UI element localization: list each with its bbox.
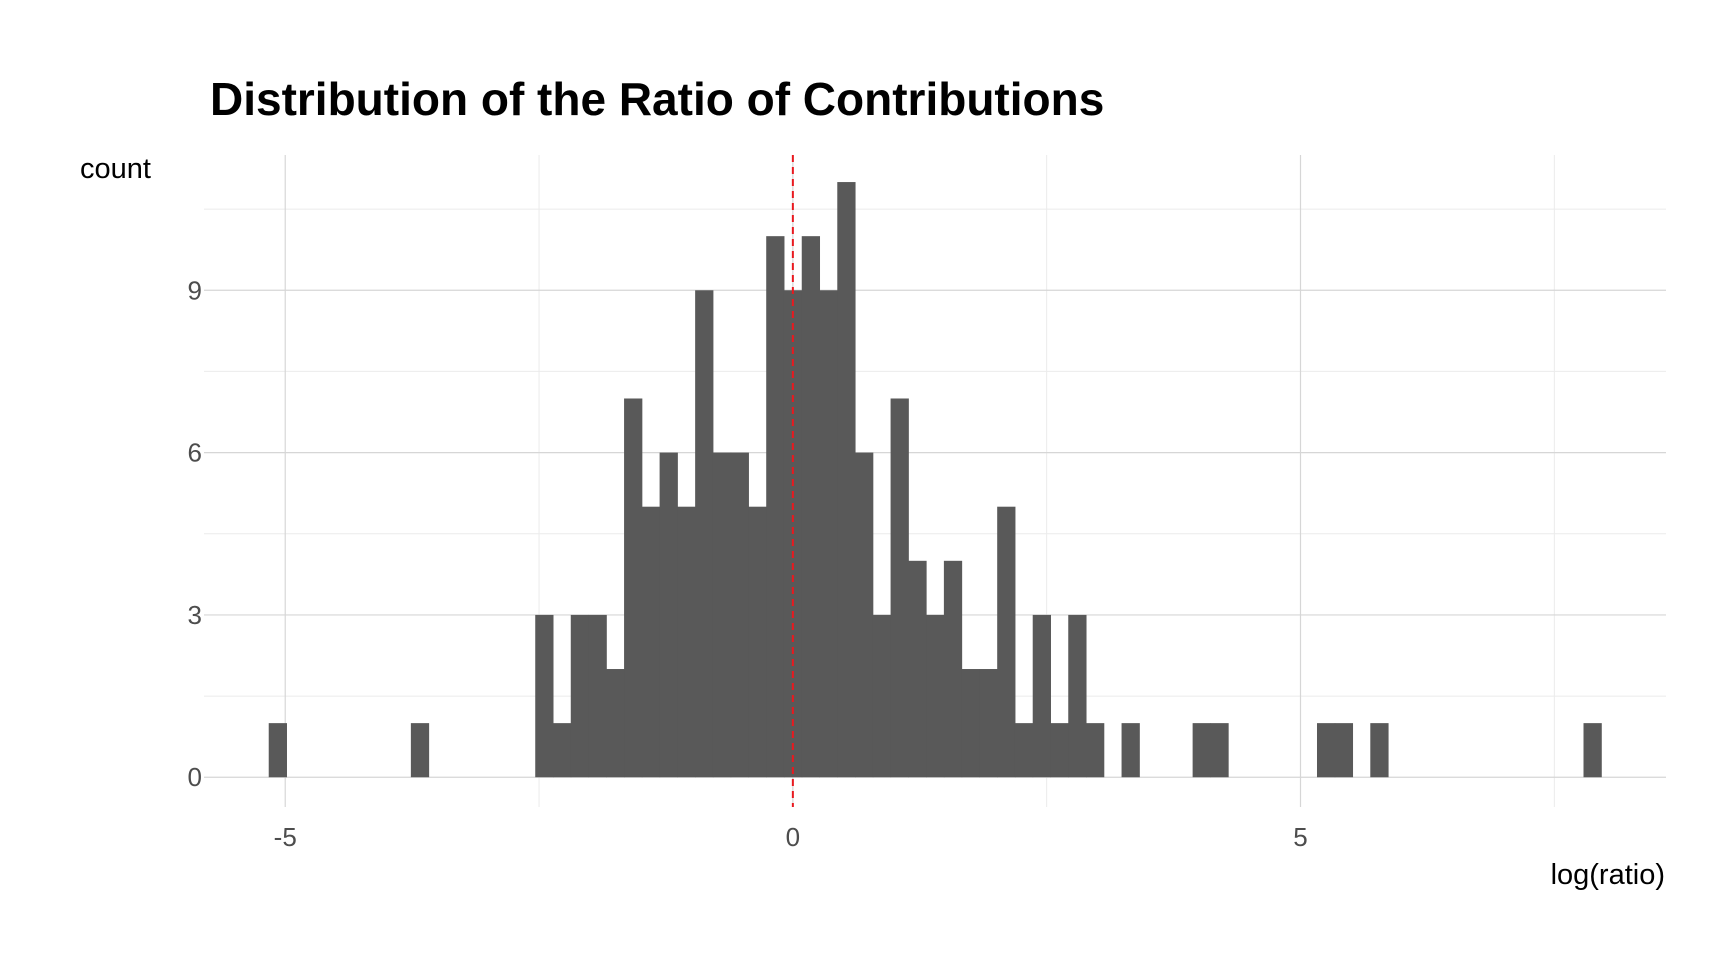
y-tick-label: 9 [188,275,202,305]
histogram-bar [748,506,767,778]
x-tick-label: 5 [1293,822,1307,852]
histogram-bar [712,452,732,778]
histogram-bar [979,669,998,778]
histogram-bar [908,560,927,778]
histogram-bar [943,560,963,778]
histogram-bar [766,236,785,778]
histogram-bar [695,290,714,778]
x-tick-label: 0 [786,822,800,852]
histogram-bar [1086,723,1105,778]
x-tick-label: -5 [274,822,297,852]
histogram-bar [1014,723,1034,778]
x-tick-labels: -5 0 5 [274,822,1308,852]
histogram-bar [606,669,625,778]
histogram-bar [1583,723,1602,778]
histogram-bar [837,182,856,778]
histogram-bar [801,236,821,778]
chart-title: Distribution of the Ratio of Contributio… [210,73,1105,125]
histogram-bar [535,614,554,778]
histogram-bar [1032,614,1051,778]
histogram-bars [268,182,1602,778]
y-axis-label: count [80,153,151,185]
histogram-bar [1192,723,1211,778]
histogram-bar [1068,614,1087,778]
y-tick-label: 0 [188,762,202,792]
histogram-bar [872,614,892,778]
x-axis-label: log(ratio) [1551,859,1665,891]
y-tick-label: 6 [188,438,202,468]
histogram-bar [1050,723,1069,778]
histogram-bar [268,723,287,778]
histogram-bar [641,506,661,778]
y-tick-label: 3 [188,600,202,630]
histogram-bar [553,723,572,778]
histogram-bar [730,452,749,778]
histogram-bar [1370,723,1389,778]
histogram-bar [997,506,1016,778]
histogram-bar [588,614,607,778]
histogram-bar [659,452,678,778]
histogram-bar [855,452,874,778]
histogram-bar [1121,723,1140,778]
histogram-bar [1334,723,1354,778]
histogram-bar [677,506,696,778]
histogram-bar [926,614,945,778]
y-tick-labels: 0 3 6 9 [188,275,202,792]
histogram-bar [1210,723,1229,778]
histogram-bar [1316,723,1336,778]
histogram-bar [410,723,430,778]
histogram-bar [570,614,590,778]
histogram-bar [624,398,643,778]
histogram-bar [819,290,838,778]
histogram-bar [890,398,909,778]
histogram-bar [961,669,980,778]
